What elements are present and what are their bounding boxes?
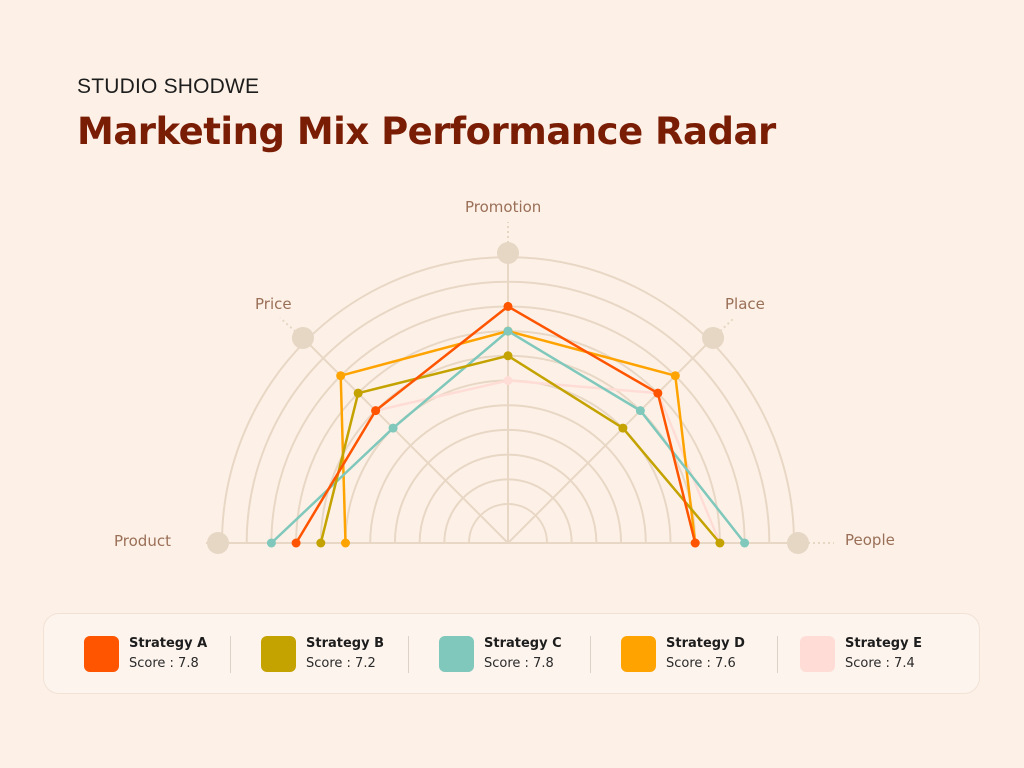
axis-label-promotion: Promotion (465, 198, 542, 216)
series-line (319, 354, 721, 544)
data-point[interactable] (316, 538, 326, 548)
axis-label-people: People (845, 531, 895, 549)
axis-label-product: Product (114, 532, 171, 550)
radar-series (266, 301, 750, 548)
data-point[interactable] (503, 351, 513, 361)
legend-divider (230, 636, 231, 673)
grid-spoke (305, 340, 509, 544)
series-strategy-a (291, 301, 700, 548)
axis-label-place: Place (725, 295, 765, 313)
data-point[interactable] (353, 388, 363, 398)
data-point[interactable] (371, 406, 381, 416)
legend-swatch (439, 636, 474, 672)
legend-swatch (261, 636, 296, 672)
series-strategy-b (316, 351, 725, 548)
data-point[interactable] (715, 538, 725, 548)
data-point[interactable] (618, 423, 628, 433)
brand-name: STUDIO SHODWE (77, 75, 260, 98)
axis-handles (207, 242, 809, 554)
data-point[interactable] (291, 538, 301, 548)
axis-label-price: Price (255, 295, 292, 313)
legend: Strategy A Score : 7.8 Strategy B Score … (43, 613, 980, 694)
legend-item-name: Strategy B (306, 636, 385, 651)
axis-handle-icon (207, 532, 229, 554)
data-point[interactable] (653, 388, 663, 398)
data-point[interactable] (266, 538, 276, 548)
page-title: Marketing Mix Performance Radar (77, 110, 776, 153)
data-point[interactable] (635, 406, 645, 416)
legend-item-score: Score : 7.8 (129, 656, 199, 671)
data-point[interactable] (690, 538, 700, 548)
legend-item-name: Strategy D (666, 636, 745, 651)
data-point[interactable] (503, 326, 513, 336)
legend-divider (408, 636, 409, 673)
data-point[interactable] (503, 376, 513, 385)
axis-handle-icon (497, 242, 519, 264)
legend-item-score: Score : 7.4 (845, 656, 915, 671)
legend-item-score: Score : 7.6 (666, 656, 736, 671)
legend-item-score: Score : 7.8 (484, 656, 554, 671)
legend-item-score: Score : 7.2 (306, 656, 376, 671)
legend-item-name: Strategy A (129, 636, 208, 651)
data-point[interactable] (388, 423, 398, 433)
series-strategy-d (336, 326, 700, 548)
data-point[interactable] (740, 538, 750, 548)
legend-swatch (621, 636, 656, 672)
grid-spoke (507, 340, 711, 544)
series-strategy-c (266, 326, 750, 548)
legend-divider (590, 636, 591, 673)
radar-grid (221, 256, 795, 544)
data-point[interactable] (670, 371, 680, 381)
axis-handle-icon (787, 532, 809, 554)
legend-swatch (84, 636, 119, 672)
legend-item-name: Strategy C (484, 636, 562, 651)
data-point[interactable] (341, 538, 350, 548)
legend-swatch (800, 636, 835, 672)
legend-divider (777, 636, 778, 673)
data-point[interactable] (336, 371, 346, 381)
axis-handle-icon (702, 326, 725, 349)
axis-handle-icon (291, 326, 314, 349)
legend-item-name: Strategy E (845, 636, 922, 651)
data-point[interactable] (503, 301, 513, 311)
